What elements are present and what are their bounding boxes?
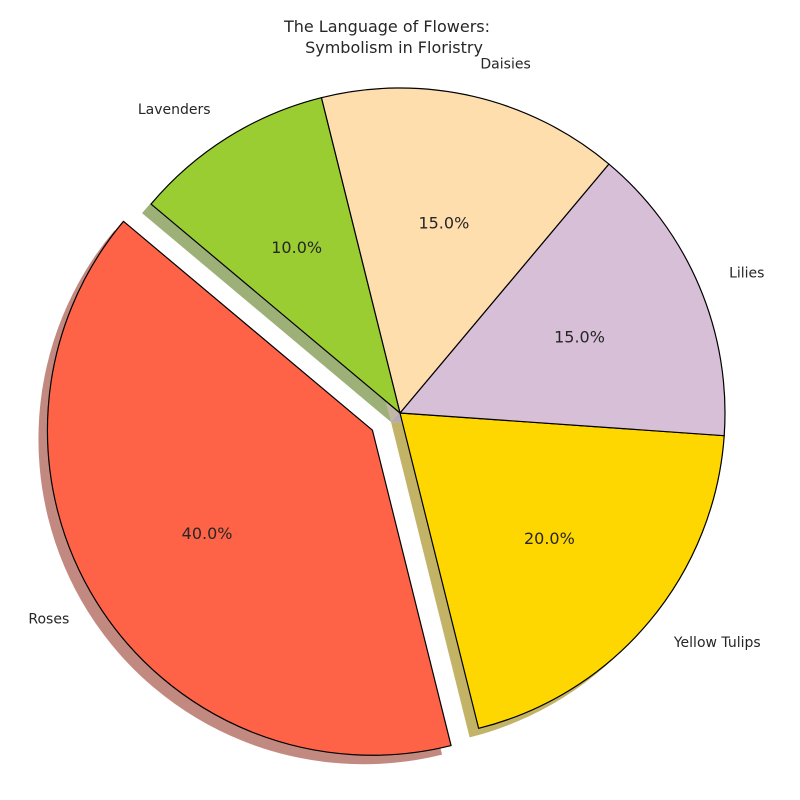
slice-pct-roses: 40.0% (182, 524, 233, 543)
chart-title-line-1: The Language of Flowers: (283, 17, 490, 36)
slice-lilies (399, 163, 726, 437)
slice-yellow-tulips (399, 412, 725, 729)
slices (46, 87, 726, 756)
slice-pct-yellow-tulips: 20.0% (524, 529, 575, 548)
slice-label-daisies: Daisies (480, 57, 530, 73)
chart-title-line-2: Symbolism in Floristry (305, 38, 483, 57)
slice-pct-lavenders: 10.0% (271, 238, 322, 257)
slice-label-yellow-tulips: Yellow Tulips (673, 635, 761, 651)
slice-pct-lilies: 15.0% (554, 327, 605, 346)
slice-label-lavenders: Lavenders (138, 102, 211, 118)
slice-pct-daisies: 15.0% (418, 213, 469, 232)
slice-label-lilies: Lilies (729, 265, 764, 281)
slice-daisies (320, 87, 610, 414)
slice-roses (46, 220, 452, 756)
labels: Roses 40.0% Yellow Tulips 20.0% Lilies 15.0% D… (28, 57, 764, 651)
slice-label-roses: Roses (28, 612, 69, 628)
slice-lavenders (150, 97, 401, 414)
